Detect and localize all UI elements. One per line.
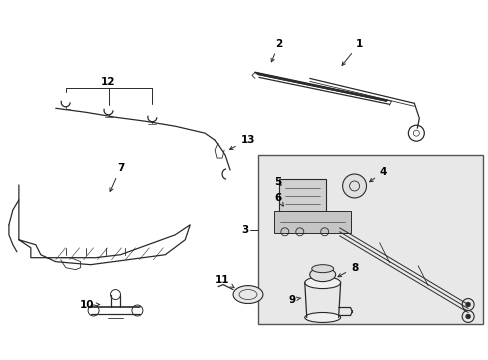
Text: 13: 13 [229, 135, 255, 149]
Text: 1: 1 [341, 39, 363, 66]
Text: 10: 10 [79, 300, 100, 310]
Ellipse shape [233, 285, 263, 303]
Text: 6: 6 [274, 193, 283, 206]
Ellipse shape [304, 276, 340, 289]
Bar [258, 155, 482, 324]
Text: 12: 12 [101, 77, 116, 87]
Circle shape [465, 314, 469, 319]
Text: 8: 8 [337, 263, 358, 277]
Ellipse shape [304, 312, 340, 323]
Ellipse shape [311, 265, 333, 273]
FancyBboxPatch shape [273, 211, 350, 233]
Text: 4: 4 [369, 167, 386, 182]
Text: 7: 7 [110, 163, 124, 192]
Text: 11: 11 [214, 275, 234, 288]
FancyBboxPatch shape [278, 179, 325, 213]
Circle shape [342, 174, 366, 198]
Text: 3: 3 [241, 225, 248, 235]
Text: 2: 2 [270, 39, 282, 62]
Circle shape [465, 302, 469, 307]
Text: 5: 5 [274, 177, 281, 187]
Text: 9: 9 [287, 294, 300, 305]
Ellipse shape [309, 268, 335, 282]
